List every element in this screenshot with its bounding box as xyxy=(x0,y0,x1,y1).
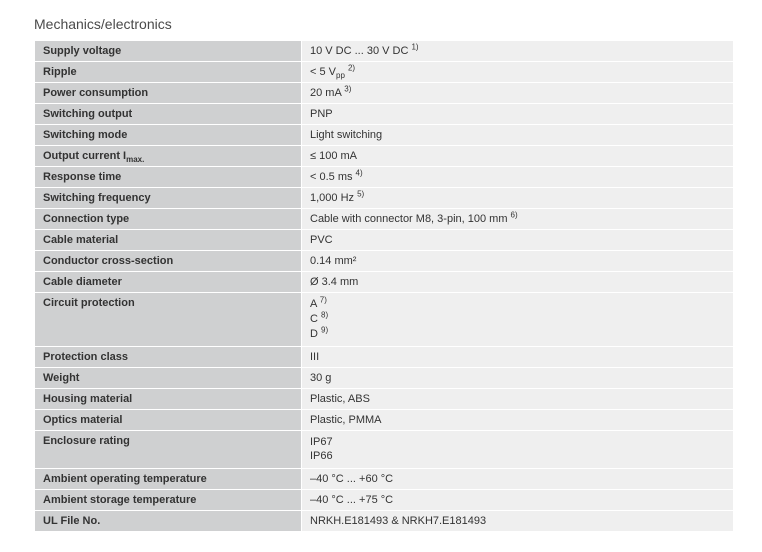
table-row: Circuit protectionA 7)C 8)D 9) xyxy=(35,293,734,347)
spec-value: < 5 Vpp 2) xyxy=(302,62,734,83)
spec-key: Protection class xyxy=(35,346,302,367)
section-title: Mechanics/electronics xyxy=(34,16,734,32)
table-row: Protection classIII xyxy=(35,346,734,367)
spec-value: 10 V DC ... 30 V DC 1) xyxy=(302,41,734,62)
spec-value: III xyxy=(302,346,734,367)
spec-key: Connection type xyxy=(35,209,302,230)
spec-value: Ø 3.4 mm xyxy=(302,272,734,293)
spec-value: 0.14 mm² xyxy=(302,251,734,272)
spec-value: Plastic, ABS xyxy=(302,388,734,409)
spec-key: Ripple xyxy=(35,62,302,83)
table-row: Ambient storage temperature–40 °C ... +7… xyxy=(35,490,734,511)
table-row: Power consumption20 mA 3) xyxy=(35,83,734,104)
table-row: UL File No.NRKH.E181493 & NRKH7.E181493 xyxy=(35,511,734,532)
spec-key: Ambient operating temperature xyxy=(35,469,302,490)
spec-key: Power consumption xyxy=(35,83,302,104)
spec-key: Response time xyxy=(35,167,302,188)
spec-key: Cable material xyxy=(35,230,302,251)
table-row: Switching outputPNP xyxy=(35,104,734,125)
spec-value: ≤ 100 mA xyxy=(302,146,734,167)
spec-container: Mechanics/electronics Supply voltage10 V… xyxy=(0,0,762,548)
spec-table-body: Supply voltage10 V DC ... 30 V DC 1)Ripp… xyxy=(35,41,734,532)
spec-key: Circuit protection xyxy=(35,293,302,347)
spec-key: Optics material xyxy=(35,409,302,430)
table-row: Connection typeCable with connector M8, … xyxy=(35,209,734,230)
table-row: Optics materialPlastic, PMMA xyxy=(35,409,734,430)
spec-key: Switching frequency xyxy=(35,188,302,209)
table-row: Output current Imax.≤ 100 mA xyxy=(35,146,734,167)
spec-key: Output current Imax. xyxy=(35,146,302,167)
table-row: Housing materialPlastic, ABS xyxy=(35,388,734,409)
table-row: Ripple< 5 Vpp 2) xyxy=(35,62,734,83)
spec-value: IP67IP66 xyxy=(302,430,734,469)
spec-key: Conductor cross-section xyxy=(35,251,302,272)
table-row: Conductor cross-section0.14 mm² xyxy=(35,251,734,272)
spec-table: Supply voltage10 V DC ... 30 V DC 1)Ripp… xyxy=(34,40,734,532)
spec-value: –40 °C ... +75 °C xyxy=(302,490,734,511)
spec-value: 20 mA 3) xyxy=(302,83,734,104)
spec-key: Weight xyxy=(35,367,302,388)
spec-value: NRKH.E181493 & NRKH7.E181493 xyxy=(302,511,734,532)
spec-value: Plastic, PMMA xyxy=(302,409,734,430)
spec-value: A 7)C 8)D 9) xyxy=(302,293,734,347)
spec-key: Supply voltage xyxy=(35,41,302,62)
table-row: Switching modeLight switching xyxy=(35,125,734,146)
table-row: Ambient operating temperature–40 °C ... … xyxy=(35,469,734,490)
spec-key: Enclosure rating xyxy=(35,430,302,469)
spec-key: Switching output xyxy=(35,104,302,125)
spec-key: Cable diameter xyxy=(35,272,302,293)
spec-key: Switching mode xyxy=(35,125,302,146)
spec-value: –40 °C ... +60 °C xyxy=(302,469,734,490)
spec-value: < 0.5 ms 4) xyxy=(302,167,734,188)
spec-key: Ambient storage temperature xyxy=(35,490,302,511)
spec-value: PNP xyxy=(302,104,734,125)
table-row: Cable materialPVC xyxy=(35,230,734,251)
table-row: Supply voltage10 V DC ... 30 V DC 1) xyxy=(35,41,734,62)
table-row: Cable diameterØ 3.4 mm xyxy=(35,272,734,293)
spec-value: 1,000 Hz 5) xyxy=(302,188,734,209)
table-row: Switching frequency1,000 Hz 5) xyxy=(35,188,734,209)
spec-value: Light switching xyxy=(302,125,734,146)
spec-key: Housing material xyxy=(35,388,302,409)
table-row: Enclosure ratingIP67IP66 xyxy=(35,430,734,469)
table-row: Weight30 g xyxy=(35,367,734,388)
table-row: Response time< 0.5 ms 4) xyxy=(35,167,734,188)
spec-value: PVC xyxy=(302,230,734,251)
spec-value: Cable with connector M8, 3-pin, 100 mm 6… xyxy=(302,209,734,230)
spec-key: UL File No. xyxy=(35,511,302,532)
spec-value: 30 g xyxy=(302,367,734,388)
